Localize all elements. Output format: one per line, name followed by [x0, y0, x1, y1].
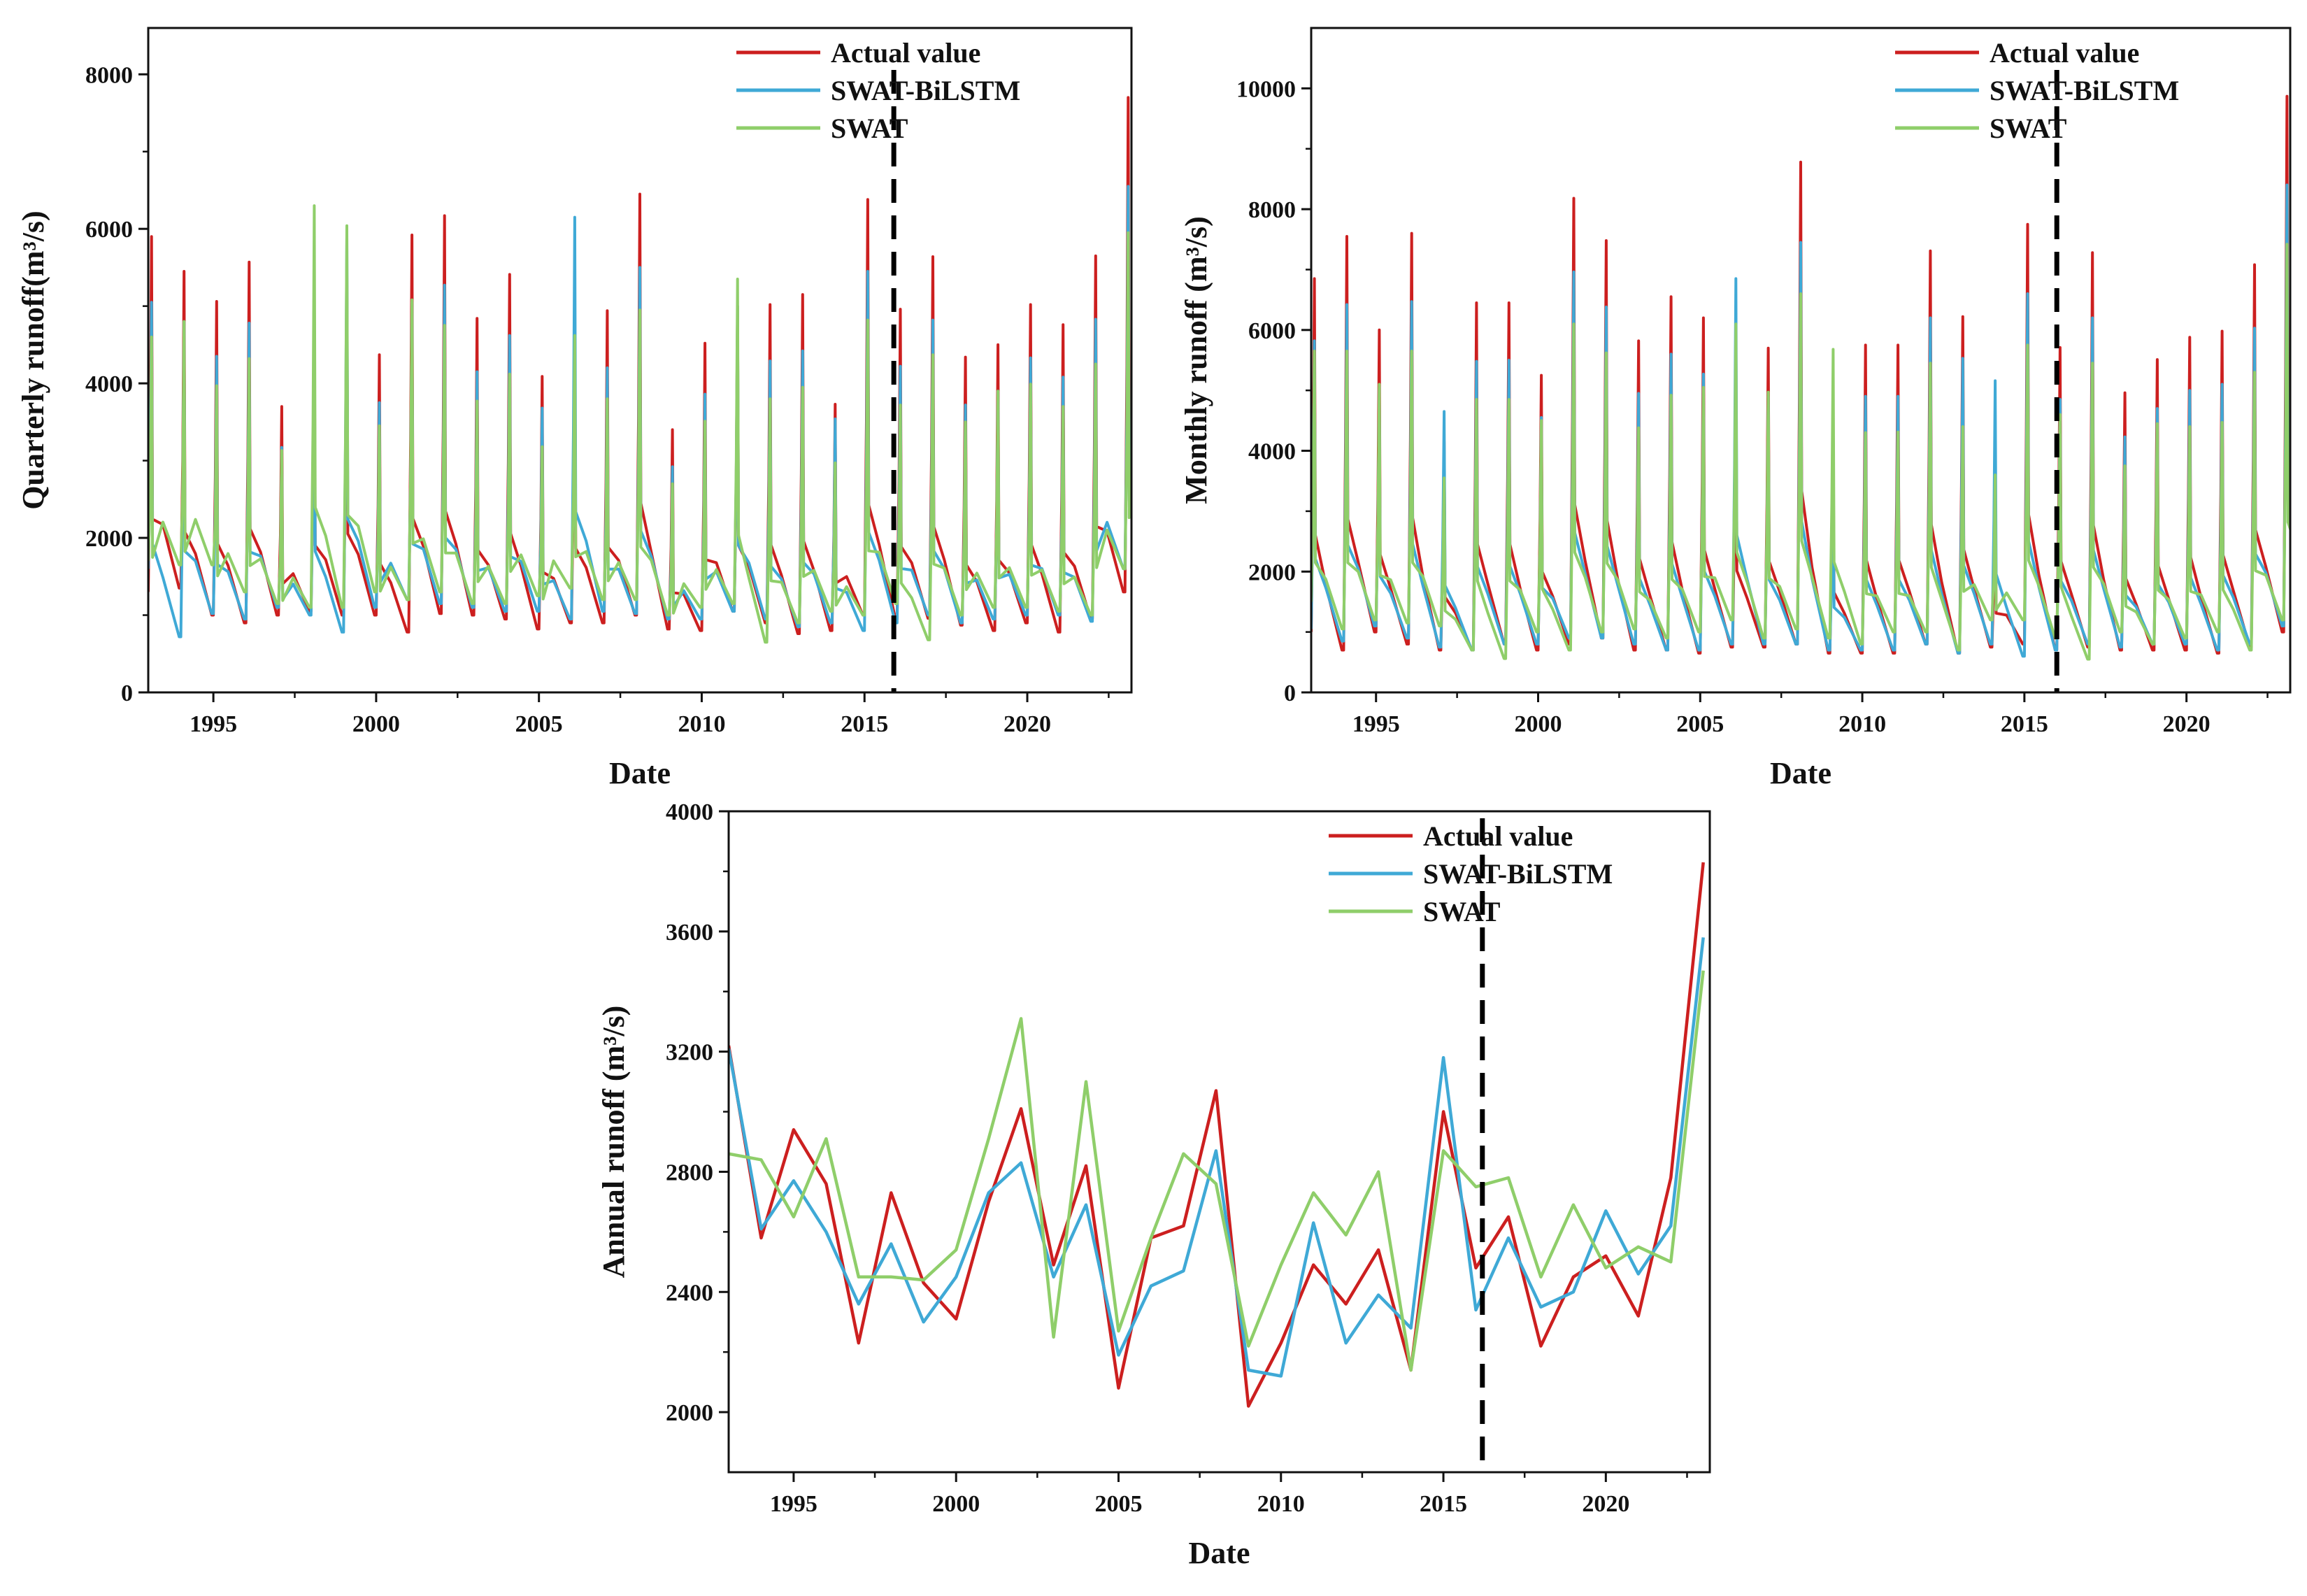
x-tick-label: 1995: [1352, 711, 1400, 737]
y-tick-label: 6000: [85, 217, 133, 243]
y-tick-label: 3600: [666, 920, 713, 946]
data-layer: [1311, 94, 2290, 661]
x-tick-label: 2010: [1257, 1491, 1305, 1517]
x-tick-label: 1995: [770, 1491, 817, 1517]
x-tick-label: 2010: [1838, 711, 1886, 737]
series-line-actual: [148, 96, 1131, 635]
legend-label-bilstm: SWAT-BiLSTM: [1423, 858, 1613, 890]
legend-label-actual: Actual value: [831, 37, 980, 69]
plot-frame: [727, 810, 1711, 1474]
y-tick-label: 4000: [1248, 439, 1296, 465]
x-tick-label: 2000: [1515, 711, 1562, 737]
y-tick-label: 10000: [1236, 76, 1296, 102]
chart-annual: 2000 2400 2800 3200 3600 4000 1995 2000 2005 2010…: [597, 799, 1711, 1570]
x-axis-title: Date: [609, 756, 671, 790]
x-tick-label: 2020: [1003, 711, 1051, 737]
plot-frame: [147, 27, 1133, 694]
y-tick-label: 0: [1284, 681, 1296, 706]
y-tick-label: 2800: [666, 1160, 713, 1185]
y-tick-label: 6000: [1248, 318, 1296, 344]
y-axis-title: Quarterly runoff(m³/s): [16, 211, 50, 509]
plot-frame: [1310, 27, 2292, 694]
data-layer: [148, 96, 1131, 644]
x-tick-label: 2005: [515, 711, 563, 737]
data-layer: [729, 862, 1705, 1408]
y-tick-label: 4000: [85, 371, 133, 397]
y-tick-label: 8000: [1248, 197, 1296, 223]
y-tick-label: 2400: [666, 1280, 713, 1306]
x-tick-label: 2000: [932, 1491, 980, 1517]
y-tick-label: 2000: [666, 1400, 713, 1426]
x-tick-label: 2005: [1094, 1491, 1142, 1517]
x-axis-title: Date: [1770, 756, 1831, 790]
chart-quarterly: 0 2000 4000 6000 8000 1995 2000 2005 2010 2015 202…: [16, 27, 1133, 790]
x-tick-label: 2010: [678, 711, 725, 737]
x-tick-label: 2015: [841, 711, 888, 737]
y-tick-label: 8000: [85, 62, 133, 88]
y-tick-label: 2000: [1248, 560, 1296, 585]
x-tick-label: 2005: [1676, 711, 1724, 737]
x-tick-label: 2020: [1582, 1491, 1629, 1517]
legend-label-bilstm: SWAT-BiLSTM: [831, 75, 1020, 106]
y-axis-title: Monthly runoff (m³/s): [1179, 216, 1213, 504]
y-tick-label: 0: [121, 681, 133, 706]
series-line-swat: [1311, 243, 2290, 661]
x-tick-label: 2015: [2001, 711, 2048, 737]
legend-label-actual: Actual value: [1990, 37, 2139, 69]
x-tick-label: 2020: [2163, 711, 2210, 737]
x-tick-label: 2000: [352, 711, 400, 737]
x-tick-label: 1995: [190, 711, 237, 737]
y-tick-label: 2000: [85, 526, 133, 552]
legend-label-swat: SWAT: [831, 113, 908, 144]
legend-label-actual: Actual value: [1423, 820, 1573, 852]
y-tick-label: 4000: [666, 799, 713, 825]
chart-monthly: 0 2000 4000 6000 8000 10000 1995 2000 2005 2010 20…: [1179, 27, 2292, 790]
x-axis-title: Date: [1189, 1536, 1250, 1570]
series-line-swat: [148, 204, 1131, 644]
x-tick-label: 2015: [1420, 1491, 1467, 1517]
y-tick-label: 3200: [666, 1040, 713, 1066]
series-line-actual: [729, 862, 1705, 1408]
series-line-bilstm: [729, 937, 1705, 1378]
series-line-swat: [729, 970, 1705, 1372]
legend-label-bilstm: SWAT-BiLSTM: [1990, 75, 2179, 106]
y-axis-title: Annual runoff (m³/s): [597, 1006, 631, 1278]
legend-label-swat: SWAT: [1423, 896, 1501, 927]
legend-label-swat: SWAT: [1990, 113, 2067, 144]
